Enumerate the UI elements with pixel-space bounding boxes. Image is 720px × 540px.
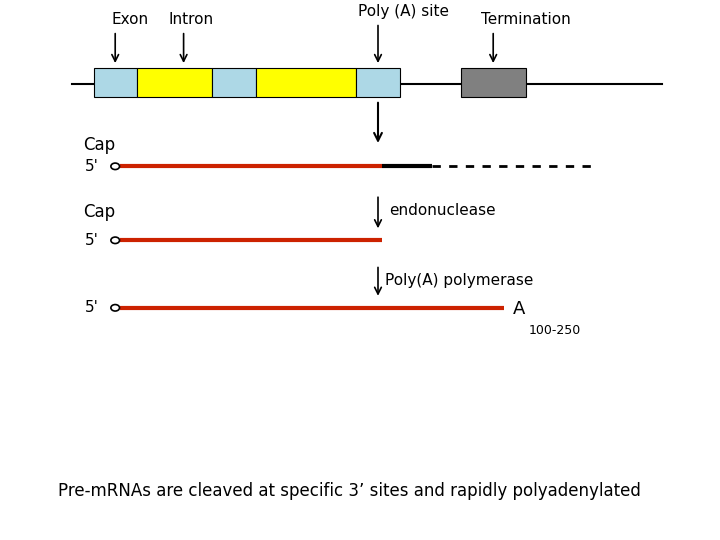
Bar [94, 68, 137, 97]
Bar [256, 68, 356, 97]
Text: endonuclease: endonuclease [389, 203, 495, 218]
Text: 5': 5' [85, 159, 99, 174]
Text: Intron: Intron [168, 12, 213, 27]
Text: Cap: Cap [83, 136, 115, 154]
Text: Termination: Termination [481, 12, 570, 27]
Bar [212, 68, 256, 97]
Text: Exon: Exon [111, 12, 148, 27]
Bar [461, 68, 526, 97]
Text: Poly (A) site: Poly (A) site [358, 4, 449, 19]
Text: Pre-mRNAs are cleaved at specific 3’ sites and rapidly polyadenylated: Pre-mRNAs are cleaved at specific 3’ sit… [58, 482, 641, 501]
Text: 5': 5' [85, 300, 99, 315]
Text: 100-250: 100-250 [528, 324, 581, 337]
Text: Poly(A) polymerase: Poly(A) polymerase [385, 273, 534, 288]
Text: Cap: Cap [83, 204, 115, 221]
Bar [356, 68, 400, 97]
Text: 5': 5' [85, 233, 99, 248]
Text: A: A [513, 300, 525, 318]
Bar [137, 68, 212, 97]
